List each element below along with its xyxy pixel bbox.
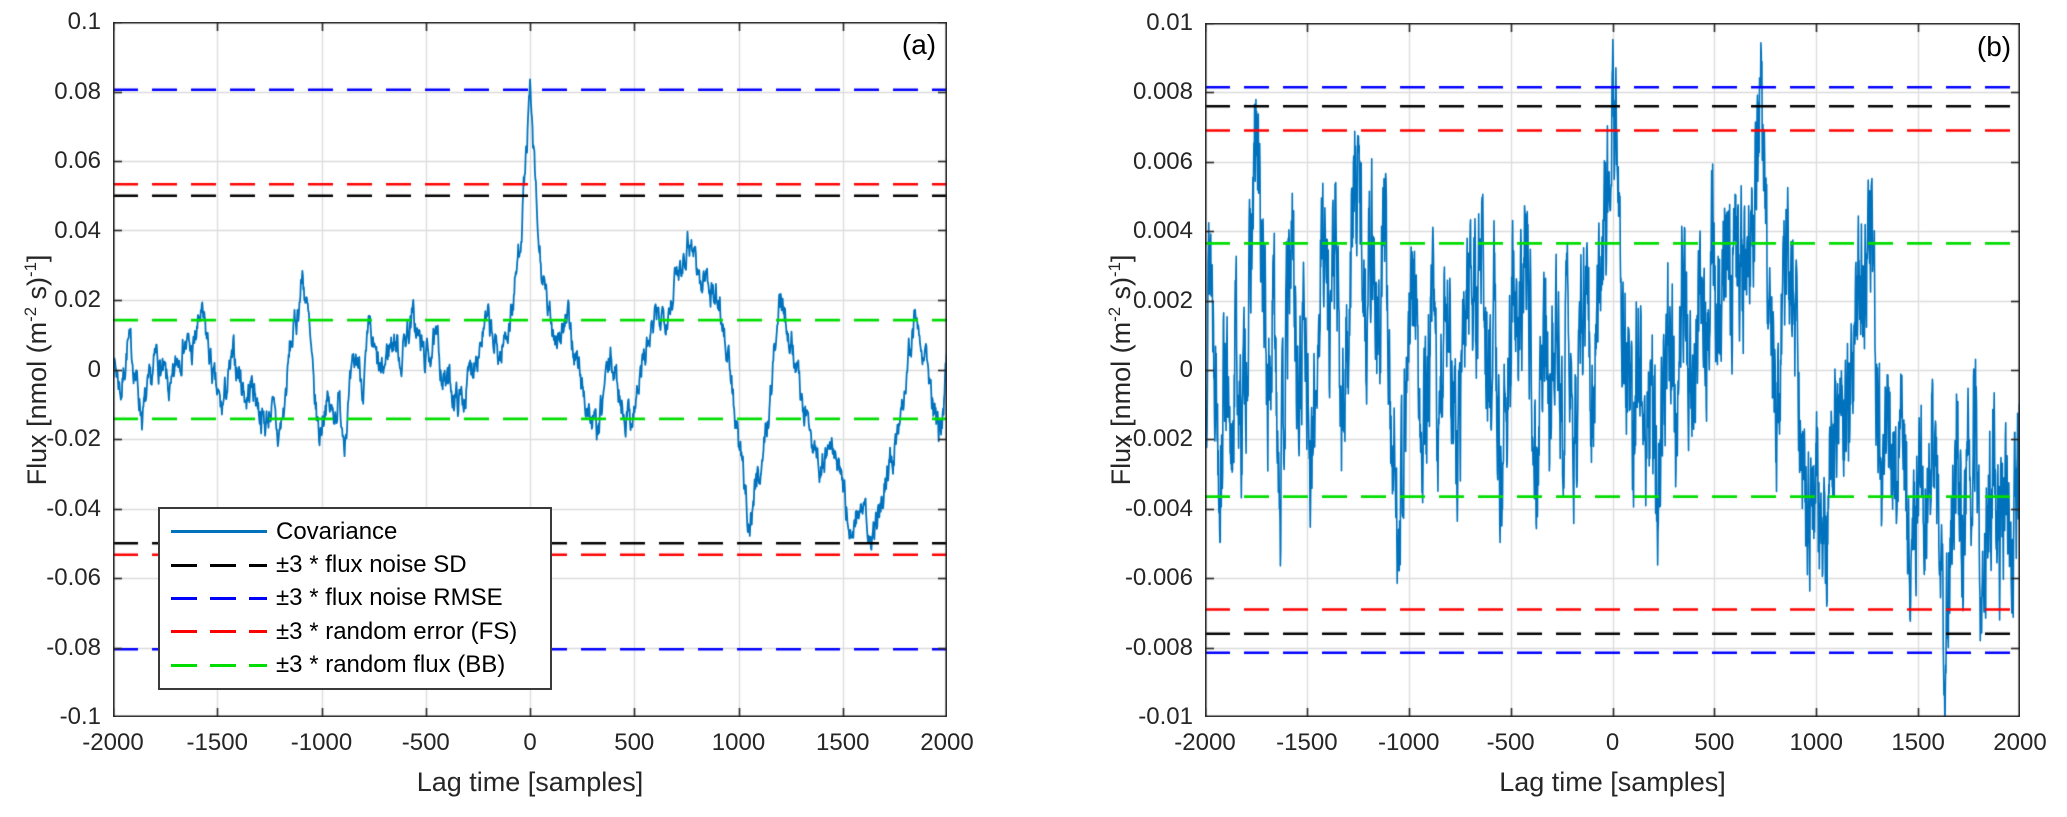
y-tick-label: 0.006 — [1132, 147, 1193, 175]
x-tick-label: 500 — [1694, 729, 1735, 756]
x-tick-label: 2000 — [920, 729, 974, 756]
y-tick-label: 0.04 — [54, 216, 101, 244]
y-axis-label-a: Flux [nmol (m-2 s)-1] — [21, 254, 52, 485]
legend-item: Covariance — [171, 517, 550, 545]
y-tick-label: -0.06 — [46, 564, 101, 591]
x-tick-label: 2000 — [1993, 729, 2047, 756]
y-tick-label: 0.08 — [54, 77, 101, 105]
y-tick-label: -0.002 — [1124, 425, 1193, 453]
x-tick-label: 1000 — [711, 729, 766, 756]
legend-item-label: ±3 * random flux (BB) — [276, 651, 506, 679]
legend-item: ±3 * flux noise SD — [171, 553, 550, 577]
y-tick-label: 0.004 — [1132, 217, 1193, 245]
x-axis-label-a: Lag time [samples] — [416, 767, 644, 797]
y-tick-label: -0.008 — [1124, 633, 1193, 661]
y-tick-label: 0.1 — [67, 8, 101, 35]
x-tick-label: 1500 — [1891, 729, 1945, 756]
panel-letter-b: (b) — [1976, 31, 2012, 62]
y-tick-label: 0.008 — [1132, 78, 1193, 106]
y-tick-label: 0 — [87, 355, 101, 383]
legend-box: Covariance ±3 * flux noise SD ±3 * flux no… — [158, 507, 552, 690]
plot-canvas-b — [1205, 23, 2020, 717]
y-tick-label: -0.1 — [59, 703, 101, 730]
legend-item-label: ±3 * flux noise RMSE — [276, 584, 503, 612]
y-tick-label: 0.002 — [1132, 286, 1193, 314]
y-tick-label: 0.02 — [54, 286, 101, 313]
x-tick-label: 1500 — [816, 729, 870, 756]
y-tick-label: -0.004 — [1124, 494, 1193, 522]
y-tick-label: 0.06 — [54, 147, 101, 174]
legend-item-label: Covariance — [276, 517, 398, 545]
legend-item-label: ±3 * flux noise SD — [276, 551, 467, 579]
x-tick-label: -2000 — [82, 729, 144, 756]
y-tick-label: -0.04 — [46, 494, 101, 522]
y-tick-label: -0.006 — [1124, 564, 1193, 592]
x-tick-label: 0 — [1605, 729, 1620, 756]
y-tick-label: -0.01 — [1138, 703, 1193, 730]
legend-dashed-line-sample — [171, 663, 267, 667]
y-tick-label: -0.08 — [46, 633, 101, 661]
legend-dashed-line-sample — [171, 563, 267, 567]
legend-line-sample — [171, 530, 267, 533]
x-tick-label: -1500 — [186, 729, 248, 756]
x-tick-label: -1000 — [290, 729, 353, 756]
x-tick-label: -500 — [1486, 729, 1535, 756]
y-tick-label: -0.02 — [46, 425, 101, 452]
x-tick-label: -1500 — [1276, 729, 1338, 756]
y-tick-label: 0 — [1179, 356, 1193, 383]
y-tick-label: 0.01 — [1146, 9, 1193, 36]
legend-item-label: ±3 * random error (FS) — [276, 617, 518, 645]
x-tick-label: -500 — [401, 729, 450, 756]
x-tick-label: 500 — [614, 729, 655, 756]
y-axis-label-b: Flux [nmol (m-2 s)-1] — [1105, 254, 1136, 486]
x-tick-label: -1000 — [1378, 729, 1440, 756]
legend-item: ±3 * flux noise RMSE — [171, 586, 550, 610]
x-tick-label: -2000 — [1174, 729, 1236, 756]
legend-item: ±3 * random flux (BB) — [171, 653, 550, 677]
legend-item: ±3 * random error (FS) — [171, 617, 550, 645]
legend-dashed-line-sample — [171, 596, 267, 600]
x-axis-label-b: Lag time [samples] — [1499, 767, 1726, 797]
x-tick-label: 1000 — [1789, 729, 1843, 756]
x-tick-label: 0 — [523, 729, 537, 756]
panel-letter-a: (a) — [901, 29, 937, 60]
legend-dashed-line-sample — [171, 630, 267, 634]
